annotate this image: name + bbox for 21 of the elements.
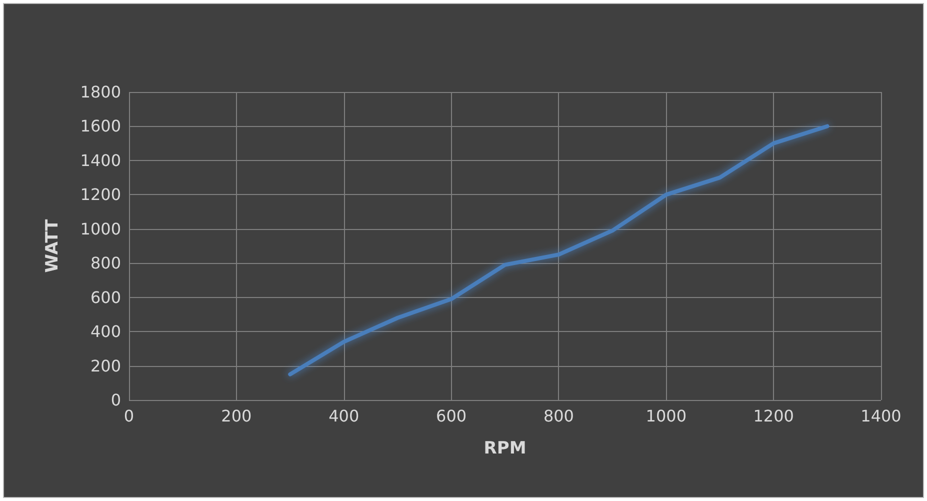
y-tick-label: 1200: [80, 185, 121, 204]
y-tick-label: 400: [90, 322, 121, 342]
y-tick-label: 800: [90, 254, 121, 273]
y-tick-label: 1000: [80, 219, 121, 238]
x-tick-label: 1400: [860, 406, 902, 426]
y-axis-title: WATT: [42, 218, 62, 273]
x-tick-label: 800: [543, 406, 574, 426]
line-series: [288, 124, 830, 376]
x-tick-label: 1200: [753, 406, 794, 426]
y-tick-label: 1800: [80, 82, 121, 102]
x-tick-label: 1000: [646, 406, 686, 426]
y-tick-label: 1400: [80, 150, 121, 170]
y-tick-label: 600: [90, 288, 121, 307]
y-tick-label: 1600: [80, 116, 121, 136]
x-tick-label: 0: [124, 406, 134, 426]
x-axis-title: RPM: [484, 438, 526, 458]
x-tick-label: 400: [328, 406, 360, 426]
y-tick-label: 0: [110, 390, 121, 410]
x-tick-label: 600: [436, 406, 467, 426]
y-tick-label: 200: [90, 356, 121, 376]
x-tick-label: 200: [221, 406, 252, 426]
